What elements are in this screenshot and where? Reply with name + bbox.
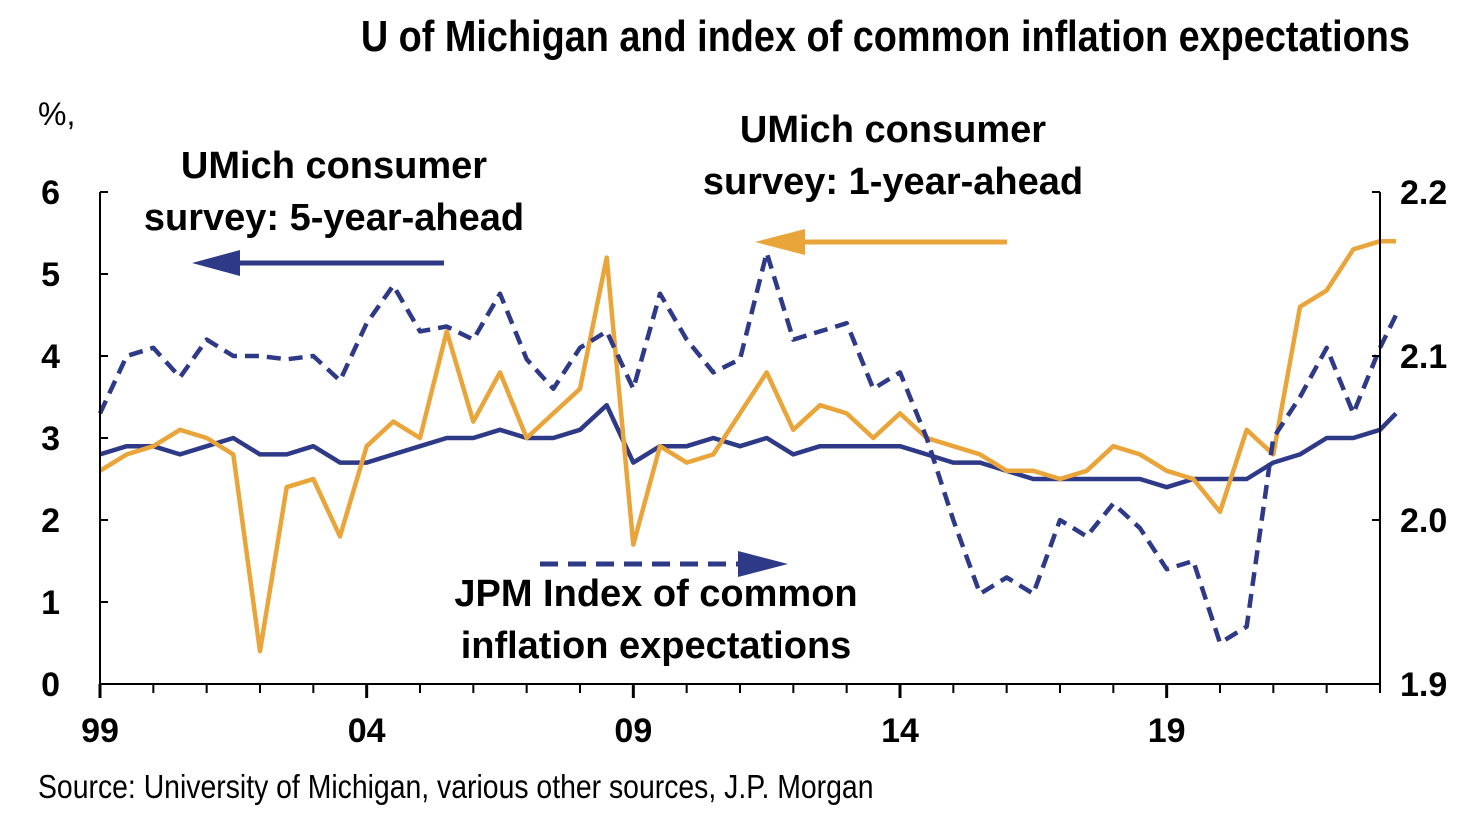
annotation-jpm-line1: JPM Index of common bbox=[454, 573, 857, 615]
x-tick-label: 09 bbox=[614, 712, 652, 750]
left-tick-label: 6 bbox=[41, 174, 60, 212]
plot-lines bbox=[97, 238, 1399, 654]
series-line-umich_1yr bbox=[98, 238, 1396, 654]
source-note: Source: University of Michigan, various … bbox=[38, 768, 874, 805]
annotation-jpm-line2: inflation expectations bbox=[461, 625, 852, 667]
arrow-1yr-head bbox=[755, 229, 805, 255]
arrow-jpm-head bbox=[738, 551, 788, 577]
left-tick-label: 4 bbox=[41, 338, 60, 376]
annotations: UMich consumer survey: 5-year-ahead UMich … bbox=[144, 109, 1083, 667]
arrow-5yr-head bbox=[192, 250, 240, 276]
x-tick-label: 99 bbox=[81, 712, 119, 750]
axes: 0 1 2 3 4 5 6 1.9 2.0 2.1 2.2 99 04 09 14 19%, bbox=[38, 96, 1447, 750]
left-tick-label: 3 bbox=[41, 420, 60, 458]
left-tick-label: 2 bbox=[41, 502, 60, 540]
right-tick-label: 2.2 bbox=[1400, 174, 1447, 212]
y-axis-label: %, bbox=[38, 96, 75, 132]
left-tick-label: 1 bbox=[41, 584, 60, 622]
right-tick-label: 2.0 bbox=[1400, 502, 1447, 540]
series-line-jpm_index bbox=[97, 250, 1399, 646]
right-tick-label: 2.1 bbox=[1400, 338, 1447, 376]
x-tick-label: 14 bbox=[881, 712, 919, 750]
x-tick-label: 04 bbox=[348, 712, 386, 750]
annotation-1yr-line1: UMich consumer bbox=[740, 109, 1046, 151]
left-tick-label: 5 bbox=[41, 256, 60, 294]
left-tick-label: 0 bbox=[41, 666, 60, 704]
annotation-5yr-line2: survey: 5-year-ahead bbox=[144, 197, 524, 239]
x-tick-label: 19 bbox=[1148, 712, 1186, 750]
chart-title: U of Michigan and index of common inflat… bbox=[360, 12, 1410, 61]
annotation-1yr-line2: survey: 1-year-ahead bbox=[703, 161, 1083, 203]
annotation-5yr-line1: UMich consumer bbox=[181, 145, 487, 187]
series-line-umich_5yr bbox=[99, 402, 1398, 490]
right-tick-label: 1.9 bbox=[1400, 666, 1447, 704]
